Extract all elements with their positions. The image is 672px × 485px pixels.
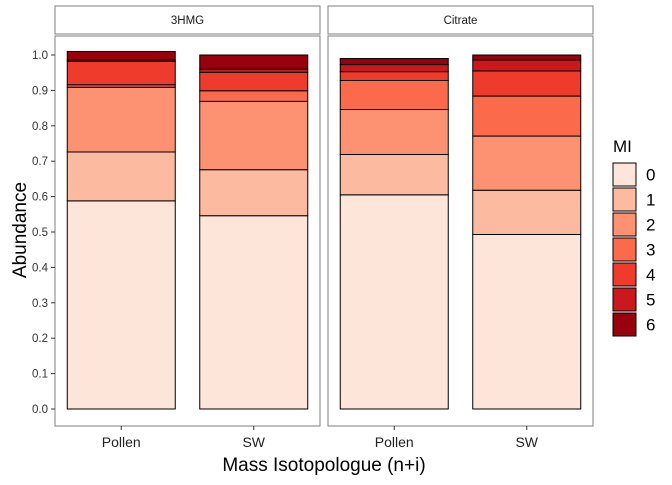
x-tick-label: SW: [242, 434, 265, 450]
bar-segment-mi-1: [339, 153, 449, 196]
panel-border: [327, 35, 594, 427]
bar-segment-mi-6: [199, 54, 309, 70]
bar-segment-mi-2: [199, 100, 309, 171]
y-tick-label: 1.0: [32, 50, 48, 62]
legend-key-mi-3: [612, 237, 637, 262]
bar-segment-mi-6: [339, 58, 449, 66]
bar-segment-mi-2: [339, 109, 449, 155]
legend-label-mi-1: 1: [646, 191, 655, 210]
bar-segment-mi-0: [472, 233, 582, 410]
y-tick-label: 0.8: [32, 121, 48, 133]
legend-label-mi-4: 4: [646, 266, 655, 285]
bar-segment-mi-1: [199, 169, 309, 217]
y-tick-label: 0.5: [32, 227, 48, 239]
x-axis: Pollen SW Pollen SW: [102, 426, 539, 450]
bar-segment-mi-0: [199, 215, 309, 410]
y-tick-label: 0.0: [32, 404, 48, 416]
legend-key-mi-4: [612, 262, 637, 287]
facet-panel-citrate: Citrate: [327, 5, 594, 427]
facet-strip: [327, 5, 594, 35]
bar-segment-mi-5: [339, 64, 449, 73]
legend-key-mi-0: [612, 162, 637, 187]
bar-segment-mi-4: [66, 60, 176, 86]
bar-segment-mi-2: [472, 135, 582, 191]
facet-panels: 3HMG Citrate: [54, 5, 594, 427]
legend-key-mi-6: [612, 312, 637, 337]
x-tick-label: Pollen: [375, 434, 414, 450]
bar-segment-mi-2: [66, 86, 176, 153]
facet-panel-3hmg: 3HMG: [54, 5, 321, 427]
legend-label-mi-0: 0: [646, 166, 655, 185]
facet-strip-label: 3HMG: [171, 15, 204, 27]
x-tick-label: SW: [515, 434, 538, 450]
legend-title: MI: [613, 137, 632, 156]
bar-segment-mi-1: [472, 189, 582, 235]
facet-strip-label: Citrate: [444, 15, 478, 27]
x-tick-label: Pollen: [102, 434, 141, 450]
y-tick-label: 0.1: [32, 369, 48, 381]
bar-segment-mi-0: [339, 194, 449, 410]
y-tick-label: 0.2: [32, 333, 48, 345]
legend-label-mi-6: 6: [646, 316, 655, 335]
bar-segment-mi-3: [472, 95, 582, 137]
y-tick-label: 0.3: [32, 298, 48, 310]
x-axis-title: Mass Isotopologue (n+i): [222, 455, 425, 476]
y-axis-title: Abundance: [10, 182, 31, 278]
bar-segment-mi-6: [66, 50, 176, 61]
legend-label-mi-3: 3: [646, 241, 655, 260]
bar-segment-mi-0: [66, 200, 176, 410]
facet-strip: [54, 5, 321, 35]
legend-label-mi-2: 2: [646, 216, 655, 235]
legend-key-mi-5: [612, 287, 637, 312]
bar-segment-mi-6: [472, 54, 582, 61]
legend-key-mi-1: [612, 187, 637, 212]
bar-segment-mi-3: [339, 79, 449, 111]
y-tick-label: 0.7: [32, 156, 48, 168]
bar-segment-mi-3: [199, 90, 309, 102]
y-tick-label: 0.6: [32, 192, 48, 204]
y-tick-label: 0.9: [32, 85, 48, 97]
bar-segment-mi-5: [472, 59, 582, 72]
panel-border: [54, 35, 321, 427]
y-tick-label: 0.4: [32, 262, 49, 274]
bar-segment-mi-4: [339, 71, 449, 81]
legend-key-mi-2: [612, 212, 637, 237]
bar-segment-mi-1: [66, 151, 176, 202]
bar-segment-mi-4: [472, 70, 582, 97]
legend: MI 0 1 2 3 4 5 6: [612, 137, 655, 337]
legend-label-mi-5: 5: [646, 291, 655, 310]
y-axis: 0.0 0.1 0.2 0.3 0.4 0.5 0.6 0.7 0.8 0.9 1.0: [32, 50, 55, 416]
bar-segment-mi-4: [199, 71, 309, 92]
